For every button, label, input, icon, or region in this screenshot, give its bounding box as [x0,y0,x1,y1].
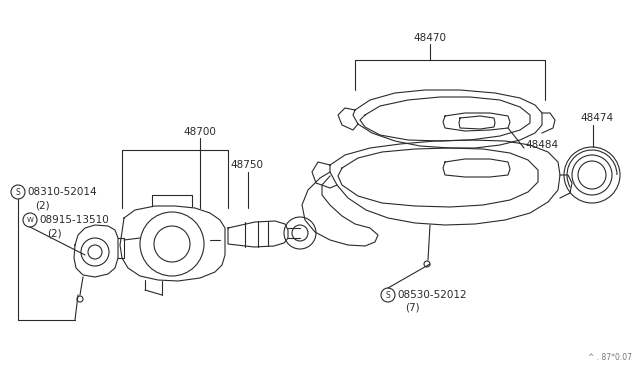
Text: 48750: 48750 [230,160,263,170]
Text: 08310-52014: 08310-52014 [27,187,97,197]
Text: 48470: 48470 [413,33,447,43]
Text: 48484: 48484 [525,140,558,150]
Text: W: W [27,217,33,223]
Text: (2): (2) [35,200,50,210]
Text: (2): (2) [47,228,61,238]
Text: S: S [386,291,390,299]
Text: 48700: 48700 [184,127,216,137]
Text: ^ . 87*0.07: ^ . 87*0.07 [588,353,632,362]
Text: 08530-52012: 08530-52012 [397,290,467,300]
Text: S: S [15,187,20,196]
Text: (7): (7) [405,303,420,313]
Text: 08915-13510: 08915-13510 [39,215,109,225]
Text: 48474: 48474 [580,113,613,123]
